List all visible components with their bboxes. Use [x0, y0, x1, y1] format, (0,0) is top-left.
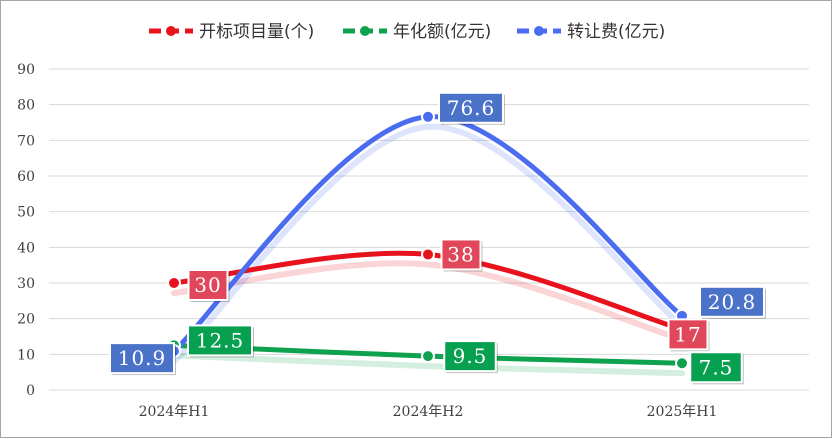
- data-label-box: [440, 238, 482, 271]
- data-label-box: [187, 324, 253, 357]
- y-tick-label: 60: [17, 169, 35, 185]
- data-label-box: [109, 342, 175, 375]
- x-axis: 2024年H1 2024年H2 2025年H1: [139, 404, 718, 420]
- data-label-box: [187, 269, 229, 301]
- data-point: [421, 109, 435, 124]
- data-label: 20.8: [699, 285, 766, 319]
- legend: 开标项目量(个) 年化额(亿元) 转让费(亿元): [149, 22, 665, 42]
- data-label-box: [667, 318, 709, 351]
- y-tick-label: 40: [17, 240, 35, 256]
- data-label-text: 7.5: [699, 355, 734, 379]
- data-label-box: [443, 340, 497, 373]
- data-label: 9.5: [443, 340, 498, 374]
- data-label: 7.5: [689, 351, 744, 385]
- y-tick-label: 80: [17, 98, 35, 114]
- y-axis: 0 10 20 30 40 50 60 70 80 90: [17, 62, 35, 399]
- data-label-text: 10.9: [118, 346, 167, 370]
- data-label: 76.6: [438, 91, 505, 125]
- legend-item: 转让费(亿元): [517, 22, 665, 42]
- legend-label: 开标项目量(个): [199, 22, 314, 42]
- data-point: [167, 276, 181, 290]
- series-shadow-line: [171, 352, 685, 377]
- y-tick-label: 50: [17, 205, 35, 221]
- legend-marker-icon: [166, 26, 176, 36]
- data-label: 12.5: [187, 324, 254, 358]
- data-label-box: [699, 285, 765, 318]
- series-line: [171, 114, 685, 354]
- data-point: [421, 349, 435, 364]
- legend-marker-icon: [534, 26, 544, 36]
- legend-marker-icon: [360, 26, 370, 36]
- data-label: 10.9: [109, 342, 176, 376]
- data-label-text: 20.8: [708, 290, 757, 314]
- data-label-text: 38: [447, 242, 474, 266]
- x-tick-label: 2024年H1: [139, 404, 210, 420]
- data-label-box: [438, 91, 504, 124]
- y-tick-label: 90: [17, 62, 35, 78]
- data-label-text: 17: [674, 322, 701, 346]
- data-label-text: 9.5: [453, 344, 488, 368]
- data-label-text: 12.5: [196, 328, 245, 352]
- data-label-text: 76.6: [447, 96, 496, 120]
- data-label: 38: [440, 238, 483, 272]
- legend-label: 年化额(亿元): [393, 22, 491, 42]
- x-tick-label: 2025年H1: [647, 404, 718, 420]
- legend-item: 年化额(亿元): [343, 22, 491, 42]
- data-label: 17: [667, 318, 710, 352]
- data-label-text: 30: [194, 273, 221, 297]
- legend-item: 开标项目量(个): [149, 22, 314, 42]
- data-label: 30: [187, 269, 230, 302]
- y-tick-label: 70: [17, 133, 35, 149]
- y-tick-label: 20: [17, 312, 35, 328]
- x-tick-label: 2024年H2: [393, 404, 464, 420]
- data-point: [421, 247, 435, 262]
- data-labels: 30 38 17 12.5 9.5 7.5 10.9 76.6 20.8: [109, 91, 766, 385]
- y-tick-label: 10: [17, 347, 35, 363]
- y-tick-label: 30: [17, 276, 35, 292]
- y-tick-label: 0: [26, 383, 35, 399]
- series-shadow-line: [171, 123, 685, 365]
- legend-label: 转让费(亿元): [567, 22, 665, 42]
- data-point: [675, 356, 689, 371]
- data-label-box: [689, 351, 743, 384]
